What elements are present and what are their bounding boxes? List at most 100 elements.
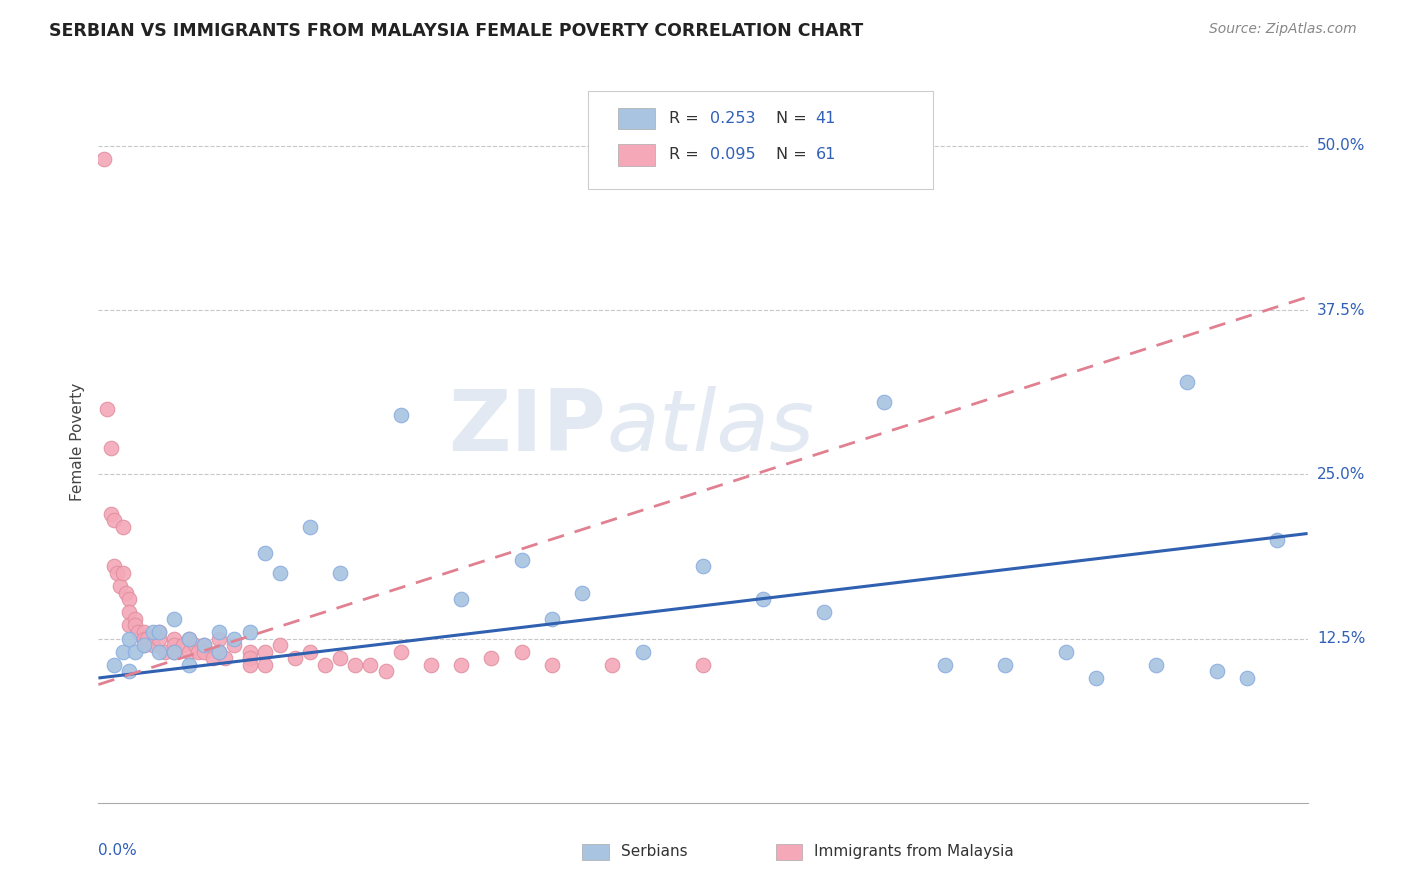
Point (540, 657, 562, 672)
Text: atlas: atlas (606, 385, 814, 468)
Point (118, 665, 141, 679)
Point (1236, 671, 1258, 685)
Point (103, 657, 125, 672)
Point (224, 638, 246, 652)
Point (163, 638, 186, 652)
Text: ZIP: ZIP (449, 385, 606, 468)
Point (132, 625, 155, 640)
Text: Source: ZipAtlas.com: Source: ZipAtlas.com (1209, 22, 1357, 37)
Point (103, 513, 125, 527)
Point (202, 651, 225, 665)
Y-axis label: Female Poverty: Female Poverty (69, 383, 84, 500)
Point (111, 645, 134, 659)
Point (193, 645, 215, 659)
Point (1144, 657, 1167, 672)
Point (314, 657, 336, 672)
Text: 41: 41 (815, 112, 835, 126)
Text: Serbians: Serbians (621, 845, 688, 859)
Point (163, 645, 186, 659)
Point (1085, 671, 1108, 685)
Point (118, 618, 141, 632)
Point (873, 395, 896, 409)
FancyBboxPatch shape (776, 844, 803, 860)
Point (239, 657, 262, 672)
Point (142, 638, 165, 652)
Point (1175, 376, 1198, 390)
Point (692, 657, 714, 672)
Text: R =: R = (669, 147, 704, 162)
Point (208, 645, 231, 659)
Point (389, 409, 412, 423)
FancyBboxPatch shape (619, 144, 655, 166)
Point (163, 645, 186, 659)
Point (284, 651, 307, 665)
Point (389, 645, 412, 659)
Point (420, 657, 443, 672)
Point (132, 638, 155, 652)
Point (239, 645, 262, 659)
Point (172, 638, 194, 652)
Point (329, 566, 352, 580)
Text: 0.095: 0.095 (710, 147, 756, 162)
Point (208, 645, 231, 659)
Point (450, 657, 472, 672)
Point (100, 441, 122, 455)
Point (193, 638, 215, 652)
Text: 50.0%: 50.0% (1317, 138, 1365, 153)
FancyBboxPatch shape (582, 844, 609, 860)
Text: 12.5%: 12.5% (1317, 632, 1365, 646)
Point (510, 553, 533, 567)
Point (135, 632, 157, 646)
Point (752, 592, 775, 607)
Point (124, 645, 146, 659)
Point (93, 152, 115, 166)
Point (813, 605, 835, 619)
Point (148, 632, 170, 646)
Point (239, 651, 262, 665)
FancyBboxPatch shape (588, 91, 932, 189)
Text: 0.0%: 0.0% (98, 843, 138, 857)
Text: 61: 61 (815, 147, 835, 162)
Point (148, 625, 170, 640)
Point (148, 645, 170, 659)
Point (450, 592, 472, 607)
Point (631, 645, 654, 659)
Text: R =: R = (669, 112, 704, 126)
Point (224, 632, 246, 646)
Point (179, 632, 201, 646)
Text: SERBIAN VS IMMIGRANTS FROM MALAYSIA FEMALE POVERTY CORRELATION CHART: SERBIAN VS IMMIGRANTS FROM MALAYSIA FEMA… (49, 22, 863, 40)
Point (269, 566, 291, 580)
Point (374, 665, 396, 679)
Point (111, 566, 134, 580)
Point (239, 625, 262, 640)
Point (114, 585, 136, 599)
Point (214, 651, 236, 665)
Text: 37.5%: 37.5% (1317, 302, 1365, 318)
Point (124, 618, 146, 632)
Point (692, 559, 714, 574)
Point (1267, 533, 1289, 547)
Text: 0.253: 0.253 (710, 112, 756, 126)
Text: N =: N = (776, 147, 811, 162)
Point (184, 638, 207, 652)
Point (179, 657, 201, 672)
FancyBboxPatch shape (619, 108, 655, 129)
Point (118, 592, 141, 607)
Point (329, 651, 352, 665)
Point (253, 546, 276, 560)
Point (253, 657, 276, 672)
Point (111, 520, 134, 534)
Point (193, 638, 215, 652)
Point (118, 605, 141, 619)
Point (153, 645, 176, 659)
Point (179, 645, 201, 659)
Point (299, 520, 322, 534)
Point (602, 657, 624, 672)
Point (108, 579, 131, 593)
Point (571, 585, 593, 599)
Point (132, 638, 155, 652)
Point (179, 632, 201, 646)
Point (208, 632, 231, 646)
Point (103, 559, 125, 574)
Point (163, 612, 186, 626)
